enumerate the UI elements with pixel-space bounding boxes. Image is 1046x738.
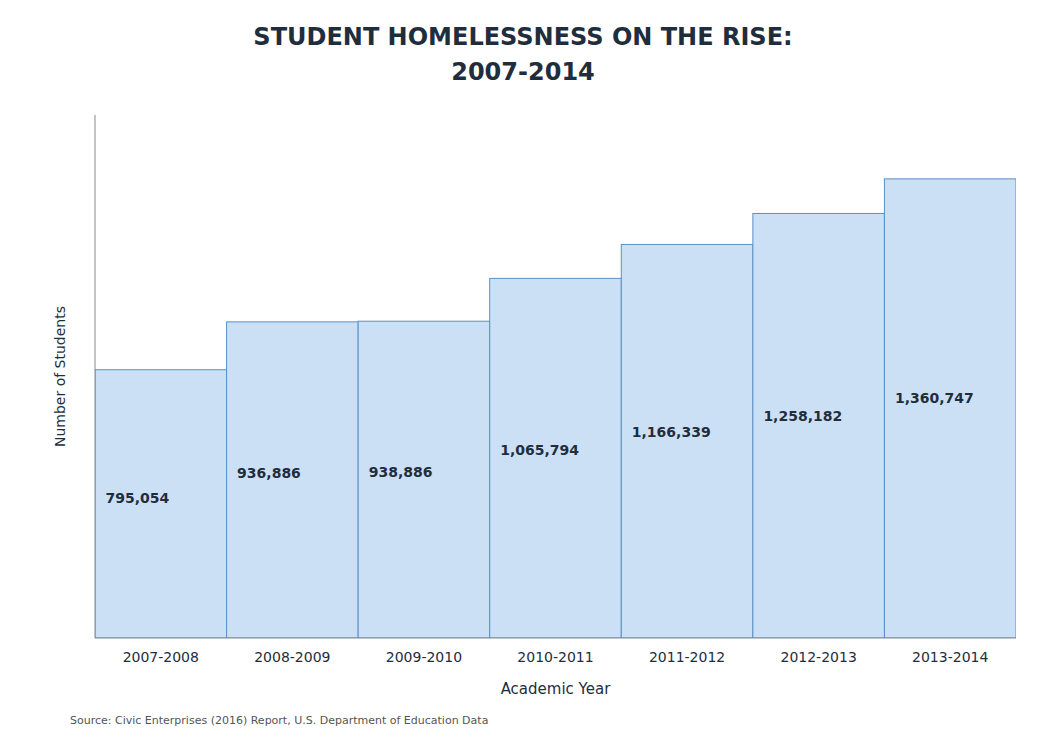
bar	[884, 179, 1016, 638]
data-label: 1,166,339	[632, 424, 711, 440]
x-tick-label: 2008-2009	[254, 649, 330, 665]
chart-root: STUDENT HOMELESSNESS ON THE RISE: 2007-20…	[0, 0, 1046, 738]
x-tick-label: 2013-2014	[912, 649, 988, 665]
bar	[95, 370, 227, 638]
x-tick-label: 2009-2010	[386, 649, 462, 665]
data-label: 936,886	[237, 465, 301, 481]
bar	[358, 321, 490, 638]
chart-svg: STUDENT HOMELESSNESS ON THE RISE: 2007-20…	[0, 0, 1046, 738]
bar	[621, 244, 753, 638]
bars	[95, 179, 1016, 638]
bar	[490, 278, 622, 638]
x-axis-line	[95, 638, 1016, 639]
data-label: 938,886	[369, 464, 433, 480]
title: STUDENT HOMELESSNESS ON THE RISE:	[253, 23, 792, 51]
x-axis-label: Academic Year	[501, 680, 612, 698]
bar	[227, 322, 359, 638]
x-tick-label: 2012-2013	[780, 649, 856, 665]
data-label: 1,360,747	[895, 390, 974, 406]
subtitle: 2007-2014	[451, 58, 595, 86]
source-note: Source: Civic Enterprises (2016) Report,…	[70, 714, 488, 727]
data-label: 795,054	[106, 490, 170, 506]
x-tick-label: 2010-2011	[517, 649, 593, 665]
y-axis-line	[95, 115, 96, 638]
x-tick-label: 2011-2012	[649, 649, 725, 665]
bar	[753, 213, 885, 638]
data-label: 1,065,794	[500, 442, 579, 458]
data-label: 1,258,182	[763, 408, 842, 424]
y-axis-label: Number of Students	[52, 306, 68, 447]
x-tick-label: 2007-2008	[123, 649, 199, 665]
